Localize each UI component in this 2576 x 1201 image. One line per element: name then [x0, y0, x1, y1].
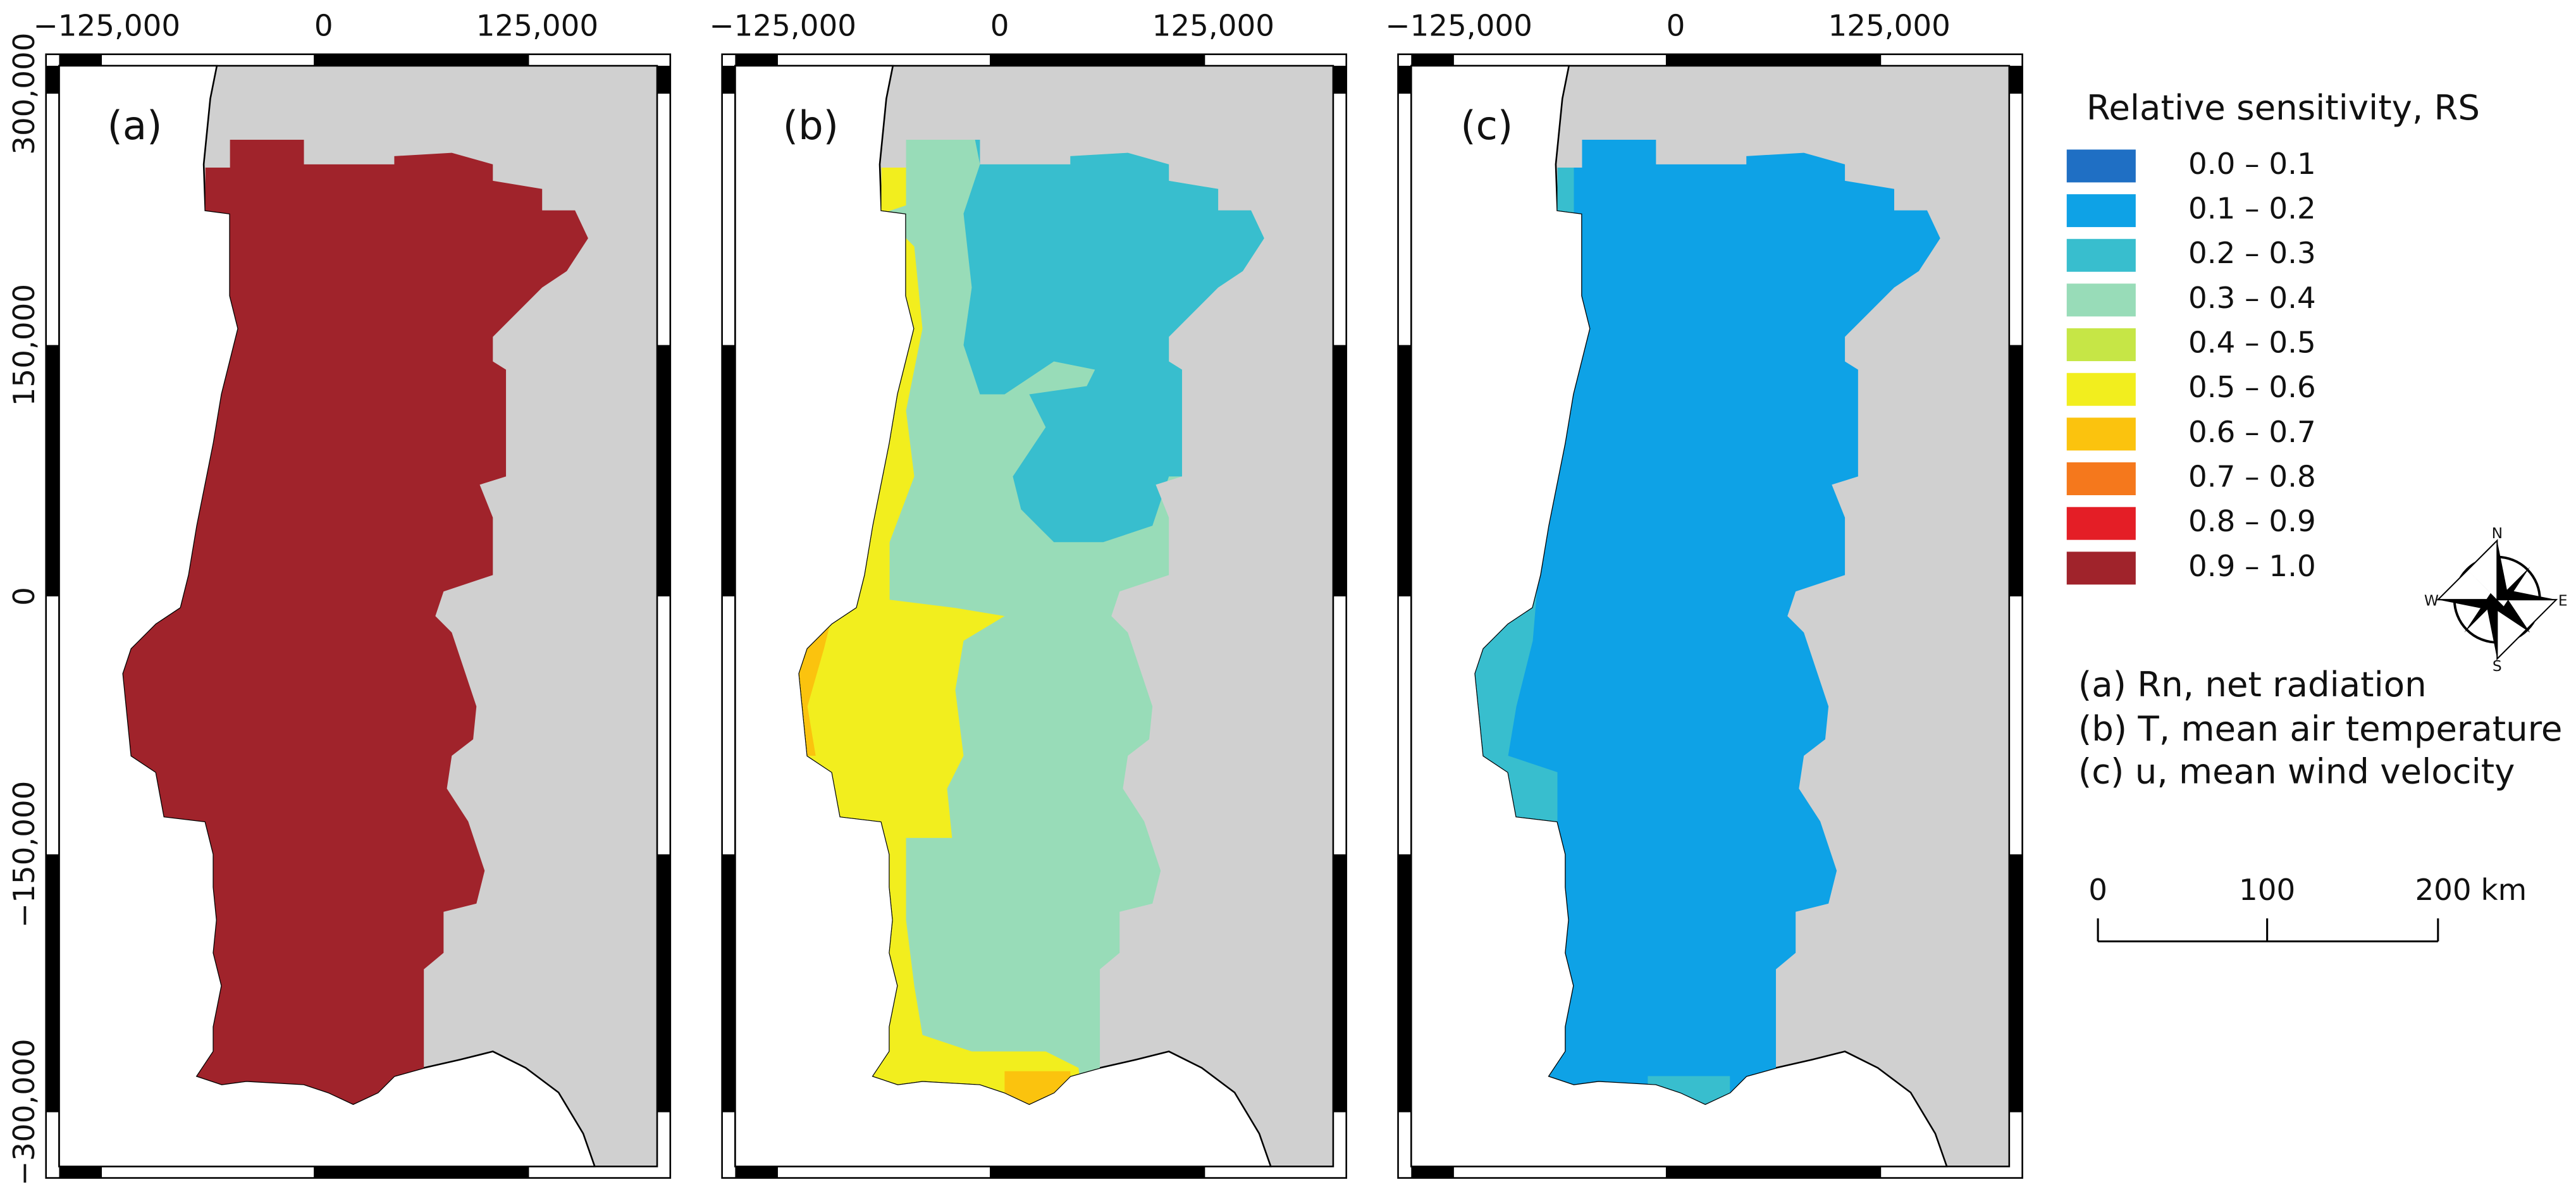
y-tick-label: −150,000	[8, 781, 42, 928]
legend-label: 0.8 – 0.9	[2188, 505, 2316, 539]
x-tick-label: −125,000	[34, 9, 181, 44]
legend-swatch	[2066, 417, 2136, 451]
frame-stripe	[990, 1166, 1205, 1178]
scale-label: 100	[2239, 873, 2295, 908]
compass-s: S	[2493, 657, 2502, 675]
legend-swatch	[2066, 507, 2136, 540]
frame-stripe	[735, 54, 778, 66]
frame-stripe	[722, 65, 736, 94]
frame-stripe	[314, 1166, 529, 1178]
legend-label: 0.4 – 0.5	[2188, 326, 2316, 360]
frame-stripe	[735, 1166, 778, 1178]
legend-swatch	[2066, 194, 2136, 228]
scale-label: 0	[2088, 873, 2107, 908]
frame-stripe	[990, 54, 1205, 66]
y-tick-label: 150,000	[8, 284, 42, 406]
x-tick-label: 0	[314, 9, 333, 44]
map-panel: (b) −125,000 0 125,000	[709, 9, 1348, 1179]
frame-stripe	[1333, 345, 1347, 597]
x-tick-label: 0	[990, 9, 1009, 44]
panel-label: (a)	[108, 102, 163, 149]
frame-stripe	[2009, 65, 2023, 94]
legend-swatch	[2066, 149, 2136, 183]
frame-stripe	[2009, 854, 2023, 1112]
frame-stripe	[46, 345, 59, 597]
panels: (a) −125,000 0 125,000 300,000 150,000 0 −150,0…	[8, 9, 2023, 1186]
frame-stripe	[1411, 1166, 1454, 1178]
x-tick-label: −125,000	[709, 9, 856, 44]
scale-label: 200 km	[2415, 873, 2527, 908]
legend-label: 0.1 – 0.2	[2188, 192, 2316, 226]
x-tick-label: −125,000	[1385, 9, 1532, 44]
frame-stripe	[1665, 1166, 1882, 1178]
y-tick-label: 0	[8, 587, 42, 606]
description: (c) u, mean wind velocity	[2078, 751, 2515, 792]
y-tick-label: 300,000	[8, 32, 42, 154]
description: (b) T, mean air temperature	[2078, 708, 2563, 749]
panel-label: (b)	[783, 102, 839, 149]
legend-swatch	[2066, 238, 2136, 272]
legend-swatch	[2066, 462, 2136, 495]
frame-stripe	[1665, 54, 1882, 66]
legend-swatch	[2066, 551, 2136, 585]
legend-label: 0.6 – 0.7	[2188, 416, 2316, 450]
frame-stripe	[2009, 345, 2023, 597]
map-panel: (a) −125,000 0 125,000 300,000 150,000 0 −150,0…	[8, 9, 672, 1186]
sensitivity-zone	[799, 164, 1087, 1104]
y-tick-label: −300,000	[8, 1038, 42, 1185]
frame-stripe	[1398, 854, 1412, 1112]
legend-swatch	[2066, 328, 2136, 362]
x-tick-label: 125,000	[1152, 9, 1274, 44]
legend-label: 0.3 – 0.4	[2188, 281, 2316, 316]
map-panel: (c) −125,000 0 125,000	[1385, 9, 2023, 1179]
frame-stripe	[46, 65, 59, 94]
x-tick-label: 0	[1667, 9, 1685, 44]
frame-stripe	[1333, 854, 1347, 1112]
frame-stripe	[1398, 65, 1412, 94]
frame-stripe	[657, 854, 670, 1112]
legend-title: Relative sensitivity, RS	[2086, 87, 2480, 128]
frame-stripe	[59, 54, 102, 66]
legend: 0.0 – 0.1 0.1 – 0.2 0.2 – 0.3 0.3 – 0.4 0.4 …	[2066, 147, 2316, 585]
sensitivity-zone	[799, 616, 832, 756]
legend-label: 0.0 – 0.1	[2188, 147, 2316, 182]
frame-stripe	[722, 854, 736, 1112]
legend-swatch	[2066, 373, 2136, 406]
frame-stripe	[1411, 54, 1454, 66]
frame-stripe	[59, 1166, 102, 1178]
frame-stripe	[1333, 65, 1347, 94]
description: (a) Rn, net radiation	[2078, 664, 2427, 705]
legend-label: 0.7 – 0.8	[2188, 460, 2316, 495]
compass-diag	[2464, 567, 2530, 633]
compass: N E S W	[2424, 524, 2568, 675]
frame-stripe	[657, 65, 670, 94]
compass-n: N	[2492, 524, 2503, 542]
legend-label: 0.9 – 1.0	[2188, 550, 2316, 584]
frame-stripe	[314, 54, 529, 66]
x-tick-label: 125,000	[476, 9, 598, 44]
legend-label: 0.5 – 0.6	[2188, 371, 2316, 405]
frame-stripe	[1398, 345, 1412, 597]
frame-stripe	[46, 854, 59, 1112]
scale-bar: 0 100 200 km	[2088, 873, 2527, 943]
x-tick-label: 125,000	[1828, 9, 1950, 44]
compass-e: E	[2558, 591, 2568, 609]
frame-stripe	[657, 345, 670, 597]
legend-swatch	[2066, 283, 2136, 317]
panel-label: (c)	[1460, 102, 1513, 149]
frame-stripe	[722, 345, 736, 597]
compass-w: W	[2424, 591, 2439, 609]
legend-label: 0.2 – 0.3	[2188, 237, 2316, 271]
